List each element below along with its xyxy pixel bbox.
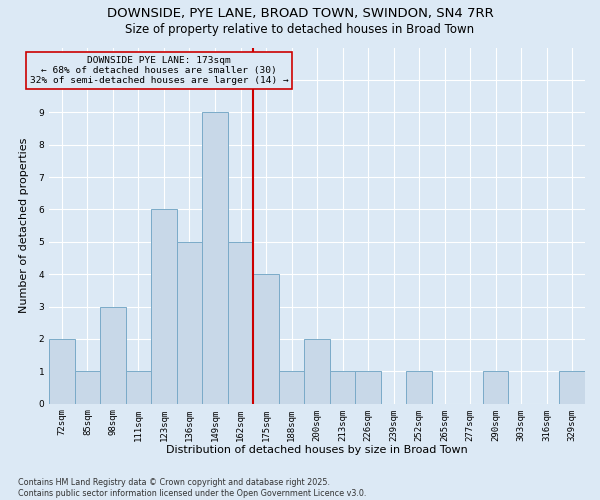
Bar xyxy=(49,339,74,404)
Text: Contains HM Land Registry data © Crown copyright and database right 2025.
Contai: Contains HM Land Registry data © Crown c… xyxy=(18,478,367,498)
Bar xyxy=(304,339,330,404)
Text: DOWNSIDE PYE LANE: 173sqm
← 68% of detached houses are smaller (30)
32% of semi-: DOWNSIDE PYE LANE: 173sqm ← 68% of detac… xyxy=(29,56,288,86)
Bar xyxy=(202,112,228,404)
X-axis label: Distribution of detached houses by size in Broad Town: Distribution of detached houses by size … xyxy=(166,445,468,455)
Bar xyxy=(559,372,585,404)
Text: DOWNSIDE, PYE LANE, BROAD TOWN, SWINDON, SN4 7RR: DOWNSIDE, PYE LANE, BROAD TOWN, SWINDON,… xyxy=(107,8,493,20)
Bar xyxy=(74,372,100,404)
Bar xyxy=(228,242,253,404)
Bar xyxy=(406,372,432,404)
Bar xyxy=(253,274,279,404)
Bar xyxy=(151,210,177,404)
Bar xyxy=(177,242,202,404)
Bar xyxy=(483,372,508,404)
Bar xyxy=(330,372,355,404)
Bar xyxy=(100,306,126,404)
Bar xyxy=(126,372,151,404)
Text: Size of property relative to detached houses in Broad Town: Size of property relative to detached ho… xyxy=(125,22,475,36)
Y-axis label: Number of detached properties: Number of detached properties xyxy=(19,138,29,314)
Bar xyxy=(279,372,304,404)
Bar xyxy=(355,372,381,404)
